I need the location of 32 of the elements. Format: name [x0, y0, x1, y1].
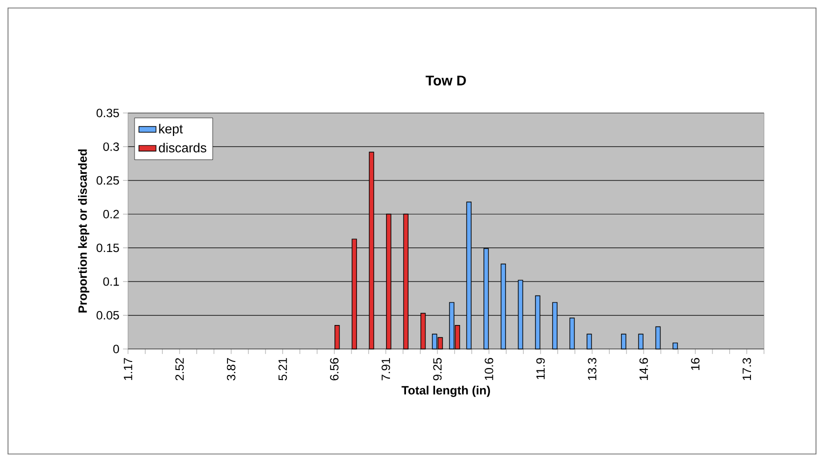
y-axis-title: Proportion kept or discarded [78, 149, 90, 313]
x-tick-label: 1.17 [124, 358, 132, 380]
y-tick-label: 0.2 [103, 210, 119, 218]
y-tick-label: 0.15 [96, 244, 119, 252]
legend-label: discards [158, 142, 206, 152]
bar [586, 334, 592, 350]
legend-label: kept [159, 124, 183, 136]
y-tick-label: 0.35 [96, 108, 119, 118]
x-tick-label: 2.52 [175, 358, 184, 380]
x-tick-label: 7.91 [382, 358, 390, 380]
x-tick-label: 11.9 [536, 358, 545, 380]
x-tick-label: 5.21 [278, 358, 287, 380]
y-tick-label: 0.3 [103, 142, 119, 151]
x-tick-label: 13.3 [588, 358, 596, 380]
bar [638, 334, 644, 350]
bar [621, 334, 626, 350]
y-tick-label: 0.25 [96, 176, 119, 185]
x-tick-label: 17.3 [742, 358, 752, 380]
x-tick-label: 9.25 [433, 358, 442, 380]
x-axis-title: Total length (in) [402, 386, 490, 397]
y-tick-label: 0.1 [103, 277, 119, 286]
y-tick-label: 0 [113, 344, 120, 354]
x-tick-label: 3.87 [226, 358, 236, 380]
y-tick-label: 0.05 [96, 311, 119, 320]
bar [655, 326, 661, 350]
x-tick-label: 10.6 [484, 358, 494, 380]
bar [569, 318, 575, 350]
x-tick-label: 14.6 [639, 358, 648, 380]
x-tick-label: 16 [691, 358, 700, 370]
chart-title: Tow D [426, 76, 466, 86]
x-tick-label: 6.56 [330, 358, 339, 380]
bar [334, 325, 340, 350]
